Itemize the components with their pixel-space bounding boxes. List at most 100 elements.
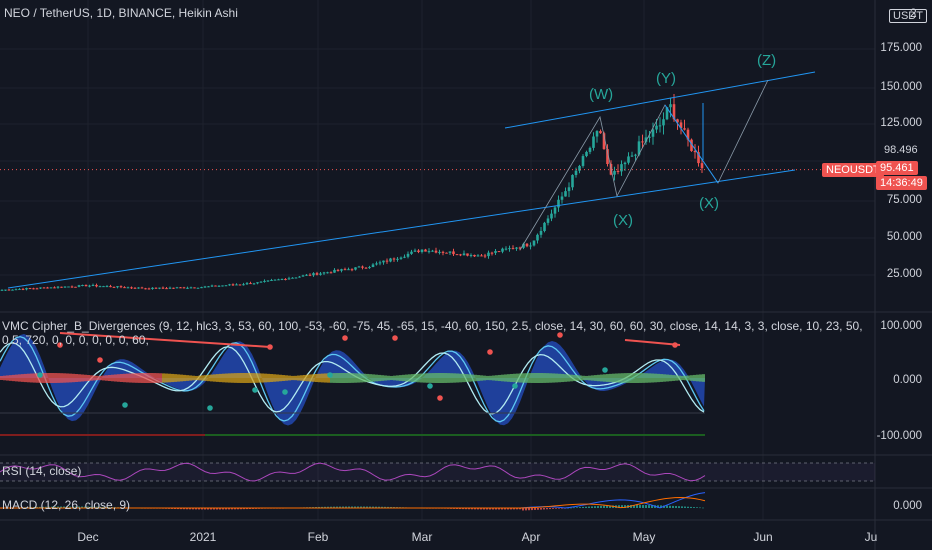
- money-flow-bar: [567, 374, 570, 382]
- macd-histogram-bar: [186, 508, 188, 510]
- money-flow-bar: [510, 373, 513, 383]
- macd-histogram-bar: [39, 506, 41, 508]
- money-flow-bar: [123, 373, 126, 383]
- money-flow-bar: [231, 373, 234, 383]
- signal-dot: [437, 395, 443, 401]
- signal-dot: [57, 342, 63, 348]
- macd-histogram-bar: [249, 508, 251, 510]
- price-axis-label: 25.000: [886, 268, 922, 280]
- macd-histogram-bar: [525, 508, 527, 511]
- candle-body: [480, 255, 483, 257]
- candle-body: [116, 286, 119, 288]
- candle-body: [683, 128, 686, 130]
- macd-histogram-bar: [210, 508, 212, 510]
- candle-body: [147, 288, 151, 290]
- money-flow-bar: [594, 375, 597, 381]
- money-flow-bar: [369, 374, 372, 382]
- candle-body: [126, 287, 130, 289]
- macd-histogram-bar: [198, 508, 200, 510]
- candle-body: [14, 289, 18, 291]
- candle-body: [319, 273, 322, 275]
- macd-histogram-bar: [459, 508, 461, 510]
- chart-title: NEO / TetherUS, 1D, BINANCE, Heikin Ashi: [4, 6, 238, 20]
- wave-label-y: (Y): [656, 70, 676, 87]
- candle-body: [280, 278, 284, 280]
- money-flow-bar: [420, 373, 423, 383]
- money-flow-bar: [612, 373, 615, 383]
- money-flow-bar: [330, 373, 333, 383]
- candle-body: [574, 170, 578, 176]
- candle-body: [459, 254, 462, 256]
- candle-body: [539, 230, 543, 235]
- money-flow-bar: [279, 374, 282, 382]
- money-flow-bar: [159, 373, 162, 383]
- money-flow-bar: [690, 375, 693, 381]
- macd-histogram-bar: [195, 508, 197, 510]
- time-axis-label: Ju: [864, 530, 878, 544]
- candle-body: [487, 252, 490, 257]
- money-flow-bar: [456, 373, 459, 383]
- vmc-indicator-label[interactable]: VMC Cipher_B_Divergences (9, 12, hlc3, 3…: [2, 319, 863, 347]
- macd-histogram-bar: [558, 508, 560, 509]
- candle-body: [249, 283, 252, 285]
- candle-body: [529, 245, 532, 247]
- signal-dot: [427, 383, 433, 389]
- money-flow-bar: [306, 374, 309, 382]
- candle-body: [438, 251, 441, 253]
- macd-histogram-bar: [687, 506, 689, 508]
- currency-badge[interactable]: USDT: [889, 9, 927, 23]
- money-flow-bar: [141, 373, 144, 383]
- money-flow-bar: [264, 373, 267, 383]
- price-axis-label: 150.000: [880, 81, 922, 93]
- wave-label-w: (W): [589, 86, 614, 103]
- macd-histogram-bar: [246, 508, 248, 510]
- money-flow-bar: [165, 373, 168, 383]
- candle-body: [301, 275, 305, 277]
- time-axis-label: May: [632, 530, 656, 544]
- wave-label-x1: (X): [613, 212, 633, 229]
- macd-histogram-bar: [81, 506, 83, 508]
- money-flow-bar: [180, 374, 183, 382]
- money-flow-bar: [525, 373, 528, 383]
- candle-body: [112, 286, 116, 288]
- candle-body: [490, 252, 494, 254]
- macd-histogram-bar: [36, 506, 38, 508]
- rsi-indicator-label[interactable]: RSI (14, close): [2, 464, 82, 478]
- candle-body: [0, 289, 4, 291]
- macd-histogram-bar: [639, 505, 641, 508]
- money-flow-bar: [633, 373, 636, 383]
- macd-histogram-bar: [75, 506, 77, 508]
- candle-body: [81, 285, 84, 287]
- candle-body: [189, 287, 193, 289]
- candle-body: [119, 286, 123, 288]
- candle-body: [403, 256, 406, 258]
- signal-dot: [557, 332, 563, 338]
- time-axis-label: Dec: [77, 530, 99, 544]
- candle-body: [406, 253, 410, 257]
- candle-body: [630, 155, 634, 157]
- candle-body: [546, 218, 550, 223]
- money-flow-bar: [219, 373, 222, 383]
- money-flow-bar: [570, 374, 573, 382]
- candle-body: [644, 137, 648, 142]
- candle-body: [70, 286, 74, 288]
- candle-body: [522, 243, 525, 248]
- money-flow-bar: [678, 375, 681, 381]
- macd-indicator-label[interactable]: MACD (12, 26, close, 9): [2, 498, 131, 512]
- candle-body: [669, 104, 672, 108]
- macd-histogram-bar: [66, 506, 68, 508]
- candle-body: [525, 243, 529, 247]
- candle-body: [452, 251, 455, 255]
- money-flow-bar: [96, 375, 99, 381]
- candle-body: [550, 213, 553, 219]
- money-flow-bar: [15, 374, 18, 382]
- money-flow-bar: [60, 373, 63, 383]
- money-flow-bar: [75, 374, 78, 382]
- money-flow-bar: [615, 373, 618, 383]
- candle-body: [543, 222, 546, 231]
- money-flow-bar: [111, 374, 114, 382]
- macd-histogram-bar: [48, 506, 50, 508]
- money-flow-bar: [297, 375, 300, 381]
